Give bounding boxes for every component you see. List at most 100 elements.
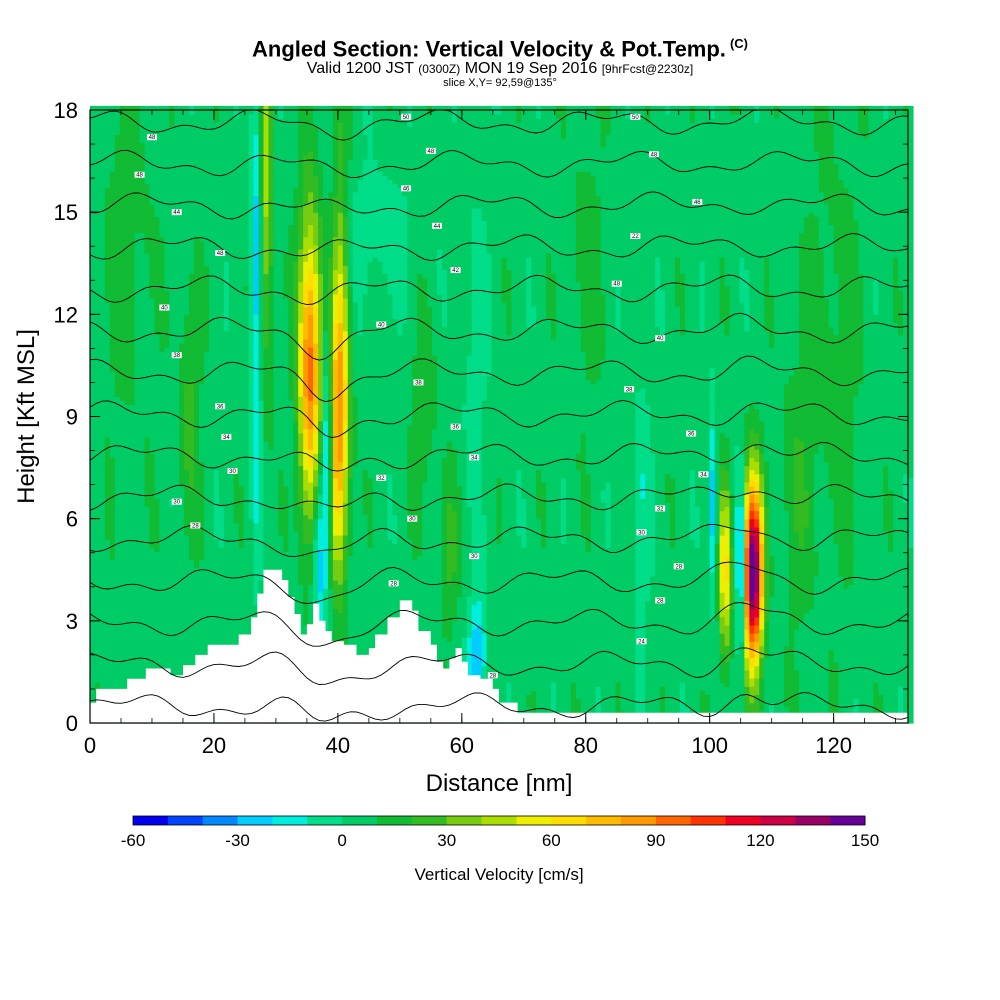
field-cell bbox=[184, 612, 190, 618]
field-cell bbox=[134, 624, 141, 630]
field-cell bbox=[228, 187, 235, 193]
field-cell bbox=[228, 547, 235, 552]
field-cell bbox=[189, 244, 195, 250]
field-cell bbox=[139, 187, 146, 193]
field-cell bbox=[94, 665, 101, 671]
field-cell bbox=[169, 338, 175, 344]
field-cell bbox=[114, 490, 121, 495]
field-cell bbox=[134, 257, 141, 262]
field-cell bbox=[114, 514, 121, 520]
field-cell bbox=[114, 445, 121, 450]
field-cell bbox=[169, 371, 175, 377]
field-cell bbox=[228, 592, 235, 597]
field-cell bbox=[199, 224, 205, 230]
field-cell bbox=[243, 428, 250, 434]
field-cell bbox=[218, 114, 225, 119]
field-cell bbox=[90, 265, 96, 270]
field-cell bbox=[169, 383, 175, 389]
field-cell bbox=[184, 616, 190, 622]
field-cell bbox=[213, 608, 220, 614]
field-cell bbox=[124, 649, 131, 655]
field-cell bbox=[139, 302, 146, 307]
field-cell bbox=[104, 526, 111, 532]
field-cell bbox=[144, 530, 151, 536]
field-cell bbox=[248, 588, 255, 593]
field-cell bbox=[144, 616, 151, 622]
field-cell bbox=[144, 514, 151, 520]
field-cell bbox=[199, 302, 205, 307]
field-cell bbox=[164, 175, 170, 181]
field-cell bbox=[114, 453, 121, 458]
field-cell bbox=[129, 208, 136, 213]
field-cell bbox=[228, 248, 235, 254]
field-cell bbox=[154, 535, 161, 540]
field-cell bbox=[139, 363, 146, 369]
field-cell bbox=[238, 281, 245, 287]
field-cell bbox=[169, 236, 175, 242]
field-cell bbox=[144, 383, 151, 389]
field-cell bbox=[233, 518, 240, 524]
field-cell bbox=[213, 629, 220, 634]
field-cell bbox=[184, 293, 190, 299]
field-cell bbox=[134, 244, 141, 250]
field-cell bbox=[114, 142, 121, 148]
field-cell bbox=[104, 514, 111, 520]
field-cell bbox=[109, 322, 116, 328]
field-cell bbox=[119, 171, 126, 176]
field-cell bbox=[104, 371, 111, 377]
field-cell bbox=[238, 134, 245, 140]
field-cell bbox=[129, 391, 136, 397]
field-cell bbox=[119, 535, 126, 540]
slice-info: slice X,Y= 92,59@135° bbox=[0, 77, 1000, 89]
field-cell bbox=[149, 322, 156, 328]
field-cell bbox=[204, 114, 210, 119]
field-cell bbox=[233, 220, 240, 226]
field-cell bbox=[184, 441, 190, 446]
field-cell bbox=[124, 110, 131, 115]
field-cell bbox=[213, 269, 220, 275]
field-cell bbox=[169, 408, 175, 414]
field-cell bbox=[99, 281, 106, 287]
field-cell bbox=[233, 228, 240, 234]
field-cell bbox=[134, 457, 141, 463]
field-cell bbox=[213, 547, 220, 552]
field-cell bbox=[179, 494, 185, 499]
field-cell bbox=[204, 240, 210, 246]
field-cell bbox=[189, 559, 195, 565]
field-cell bbox=[104, 682, 111, 687]
field-cell bbox=[228, 555, 235, 561]
field-cell bbox=[243, 236, 250, 242]
field-cell bbox=[248, 441, 255, 446]
field-cell bbox=[238, 183, 245, 189]
field-cell bbox=[223, 224, 230, 230]
field-cell bbox=[99, 678, 106, 683]
field-cell bbox=[149, 543, 156, 548]
field-cell bbox=[189, 539, 195, 544]
field-cell bbox=[248, 322, 255, 328]
field-cell bbox=[149, 600, 156, 606]
field-cell bbox=[243, 371, 250, 377]
field-cell bbox=[243, 334, 250, 340]
field-cell bbox=[114, 502, 121, 508]
field-cell bbox=[194, 208, 200, 213]
field-cell bbox=[169, 326, 175, 332]
field-cell bbox=[233, 629, 240, 634]
field-cell bbox=[114, 228, 121, 234]
field-cell bbox=[223, 551, 230, 557]
field-cell bbox=[194, 244, 200, 250]
field-cell bbox=[174, 293, 180, 299]
field-cell bbox=[144, 596, 151, 601]
field-cell bbox=[129, 150, 136, 156]
field-cell bbox=[204, 330, 210, 336]
field-cell bbox=[208, 351, 215, 356]
field-cell bbox=[119, 465, 126, 471]
field-cell bbox=[213, 563, 220, 569]
field-cell bbox=[149, 530, 156, 536]
field-cell bbox=[129, 535, 136, 540]
field-cell bbox=[109, 367, 116, 373]
field-cell bbox=[204, 453, 210, 458]
field-cell bbox=[94, 543, 101, 548]
field-cell bbox=[213, 596, 220, 601]
field-cell bbox=[104, 306, 111, 311]
field-cell bbox=[164, 363, 170, 369]
